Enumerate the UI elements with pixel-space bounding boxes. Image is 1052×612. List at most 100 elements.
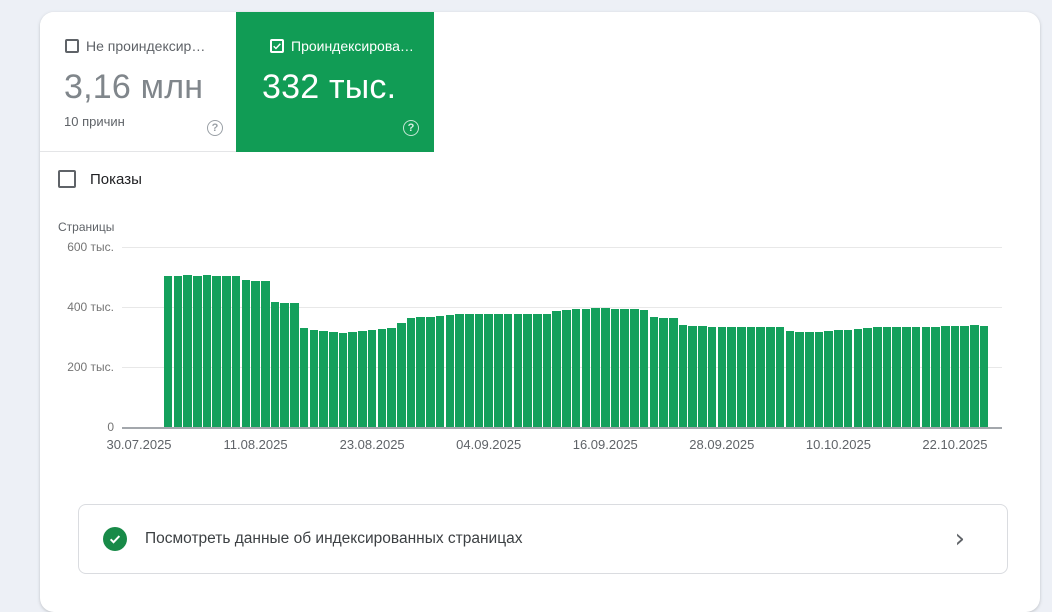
chart-bar[interactable]: [872, 327, 882, 427]
chart-bar[interactable]: [503, 313, 513, 427]
chart-bar[interactable]: [707, 326, 717, 427]
chart-bar[interactable]: [377, 328, 387, 427]
chart-bar[interactable]: [814, 331, 824, 427]
chart-y-axis-title: Страницы: [58, 220, 115, 234]
chart-bar[interactable]: [358, 331, 367, 427]
chart-bar[interactable]: [396, 322, 406, 427]
chart-bar[interactable]: [756, 326, 765, 427]
chart-bar[interactable]: [746, 326, 756, 427]
chart-bar[interactable]: [270, 302, 280, 427]
chart-bar[interactable]: [241, 280, 251, 427]
x-axis-tick-label: 16.09.2025: [572, 437, 638, 452]
chart-bar[interactable]: [406, 318, 416, 427]
not-indexed-checkbox[interactable]: [65, 39, 79, 53]
chart-bar[interactable]: [581, 308, 591, 427]
chart-bar[interactable]: [940, 326, 950, 427]
chart-bar[interactable]: [513, 313, 523, 427]
chart-bar[interactable]: [532, 314, 542, 427]
chart-bar[interactable]: [610, 308, 620, 427]
chart-bar[interactable]: [892, 327, 901, 427]
chart-bar[interactable]: [173, 275, 183, 427]
chart-bar[interactable]: [834, 330, 843, 427]
chart-bar[interactable]: [328, 332, 338, 427]
chart-bar[interactable]: [775, 327, 785, 427]
chart-bar[interactable]: [600, 307, 610, 427]
chart-bar[interactable]: [843, 329, 853, 427]
impressions-toggle[interactable]: Показы: [58, 170, 142, 188]
chart-bar[interactable]: [455, 314, 464, 427]
chart-bar[interactable]: [717, 326, 727, 427]
chart-bar[interactable]: [688, 325, 697, 427]
x-axis-tick-label: 22.10.2025: [922, 437, 988, 452]
chart-bar[interactable]: [435, 316, 445, 427]
chart-bar[interactable]: [319, 331, 328, 427]
chart-bar[interactable]: [804, 331, 814, 427]
chart-bar[interactable]: [212, 275, 221, 427]
chart-bar[interactable]: [290, 303, 299, 427]
chart-bar[interactable]: [426, 316, 435, 427]
chart-bar[interactable]: [698, 326, 707, 427]
chart-bar[interactable]: [727, 326, 736, 427]
chart-bar[interactable]: [649, 317, 659, 427]
chart-bar[interactable]: [824, 331, 833, 427]
chart-bar[interactable]: [562, 309, 571, 427]
chart-bar[interactable]: [630, 309, 639, 427]
chart-bar[interactable]: [523, 313, 532, 427]
question-mark-icon[interactable]: ?: [207, 120, 223, 136]
metric-card-indexed[interactable]: Проиндексирова… 332 тыс. ?: [236, 12, 434, 152]
chevron-right-icon[interactable]: ›: [954, 524, 965, 554]
chart-bar[interactable]: [921, 327, 931, 427]
indexed-checkbox[interactable]: [270, 39, 284, 53]
chart-bar[interactable]: [542, 313, 552, 427]
chart-bar[interactable]: [668, 317, 678, 427]
chart-bar[interactable]: [960, 325, 969, 427]
chart-bar[interactable]: [202, 274, 212, 427]
chart-bar[interactable]: [464, 313, 474, 427]
chart-bar[interactable]: [280, 302, 289, 427]
chart-bar[interactable]: [979, 325, 989, 427]
metric-card-not-indexed[interactable]: Не проиндексир… 3,16 млн 10 причин ?: [40, 12, 236, 152]
chart-bar[interactable]: [367, 330, 377, 427]
x-axis-tick-label: 11.08.2025: [223, 437, 288, 452]
chart-bar[interactable]: [571, 309, 581, 427]
chart-bar[interactable]: [474, 313, 484, 427]
chart-bar[interactable]: [970, 325, 979, 427]
chart-bar[interactable]: [620, 309, 629, 427]
view-indexed-pages-banner[interactable]: Посмотреть данные об индексированных стр…: [78, 504, 1008, 574]
chart-bar[interactable]: [639, 310, 649, 427]
chart-bar[interactable]: [911, 326, 921, 427]
chart-bar[interactable]: [785, 331, 795, 427]
chart-bar[interactable]: [902, 327, 911, 427]
chart-bar[interactable]: [484, 313, 493, 427]
chart-bar[interactable]: [882, 327, 892, 427]
chart-bar[interactable]: [183, 275, 192, 427]
chart-bar[interactable]: [591, 308, 600, 427]
chart-bar[interactable]: [309, 329, 319, 427]
chart-bar[interactable]: [678, 325, 688, 427]
chart-bar[interactable]: [416, 317, 425, 427]
chart-bar[interactable]: [445, 314, 455, 427]
chart-bar[interactable]: [163, 275, 173, 427]
chart-bar[interactable]: [260, 281, 270, 427]
chart-bar[interactable]: [222, 275, 231, 427]
chart-bar[interactable]: [348, 331, 357, 427]
question-mark-icon[interactable]: ?: [403, 120, 419, 136]
chart-bar[interactable]: [950, 325, 960, 427]
chart-bar[interactable]: [299, 328, 309, 427]
chart-bar[interactable]: [659, 317, 668, 427]
chart-bar[interactable]: [338, 332, 348, 427]
chart-bar[interactable]: [766, 326, 775, 427]
impressions-checkbox[interactable]: [58, 170, 76, 188]
chart-bar[interactable]: [853, 328, 863, 427]
chart-bar[interactable]: [192, 275, 202, 427]
chart-bar[interactable]: [795, 331, 804, 427]
chart-bar[interactable]: [931, 326, 940, 427]
chart-bar[interactable]: [552, 311, 561, 427]
chart-bar[interactable]: [251, 280, 260, 427]
chart-bar[interactable]: [736, 326, 746, 427]
chart-bar[interactable]: [494, 313, 503, 427]
chart-bar[interactable]: [863, 327, 872, 427]
chart-bar[interactable]: [231, 276, 241, 427]
chart-bar[interactable]: [387, 327, 396, 427]
